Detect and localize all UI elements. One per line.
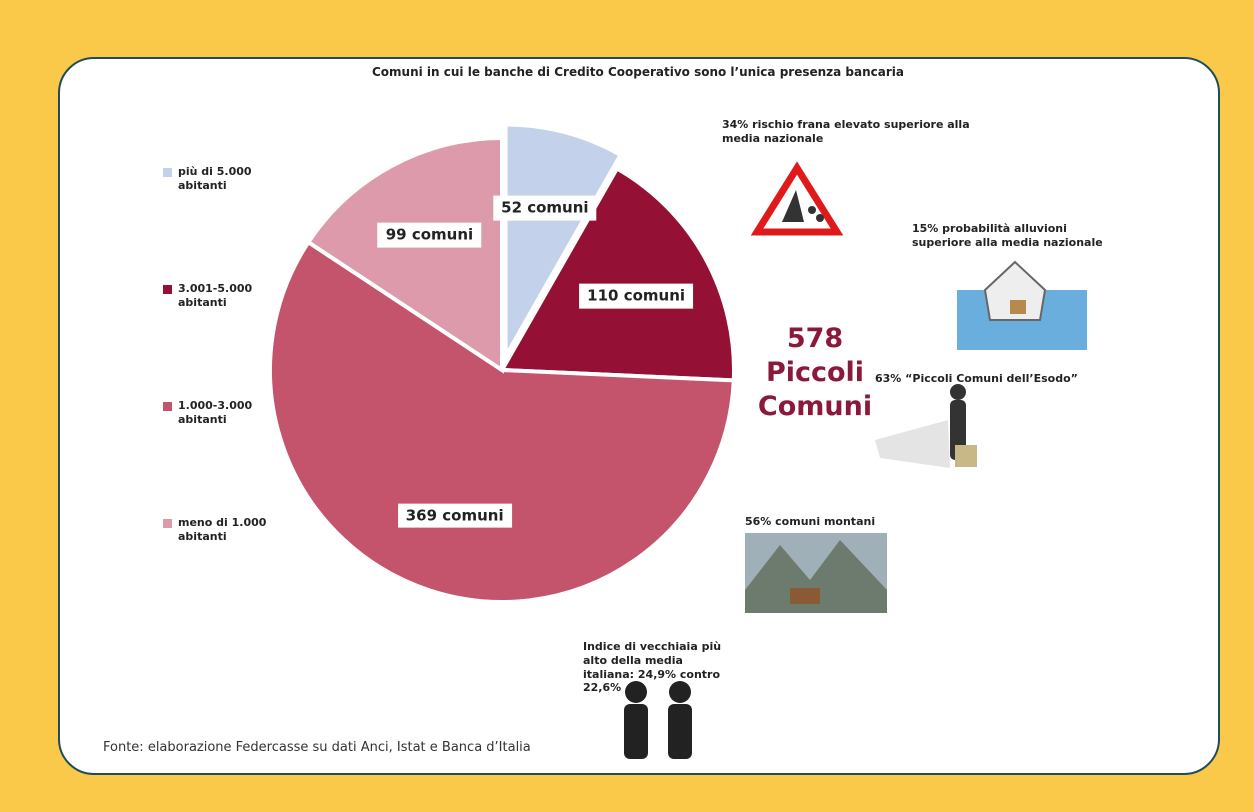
legend-swatch (163, 519, 172, 528)
legend-label: più di 5.000 abitanti (178, 165, 252, 192)
center-label: 578 Piccoli Comuni (757, 323, 873, 422)
legend-label: 1.000-3.000 abitanti (178, 399, 253, 426)
elderly-icon (625, 681, 647, 703)
landslide-icon (782, 190, 804, 222)
annotation: 15% probabilità alluvioni superiore alla… (912, 222, 1103, 249)
pie-slice (503, 122, 624, 365)
mountain-image (745, 540, 887, 613)
landslide-icon (808, 206, 816, 214)
source: Fonte: elaborazione Federcasse su dati A… (103, 740, 531, 755)
flood-icon (1010, 300, 1026, 314)
elderly-icon (668, 704, 692, 759)
value-label: 369 comuni (397, 503, 512, 528)
value-label: 110 comuni (579, 283, 694, 309)
suitcase-icon (955, 445, 977, 467)
pie-slice (268, 239, 736, 604)
elderly-icon (669, 681, 691, 703)
chart-title: Comuni in cui le banche di Credito Coope… (372, 65, 904, 79)
shadow (875, 420, 950, 468)
elderly-icon (624, 704, 648, 759)
legend-label: meno di 1.000 abitanti (178, 516, 267, 543)
landslide-icon (816, 214, 824, 222)
flood-icon (983, 260, 1047, 321)
legend-swatch (163, 168, 172, 177)
annotation: 34% rischio frana elevato superiore alla… (722, 118, 970, 145)
person-icon (950, 384, 966, 400)
value-label: 52 comuni (493, 196, 597, 221)
legend-swatch (163, 402, 172, 411)
value-label: 99 comuni (377, 222, 482, 248)
annotation: 56% comuni montani (745, 515, 876, 528)
mountain-image (790, 588, 820, 604)
pie-slice (305, 135, 504, 374)
legend-label: 3.001-5.000 abitanti (178, 282, 253, 309)
annotation: Indice di vecchiaia più alto della media… (583, 640, 722, 695)
pie-slice (498, 165, 736, 383)
legend-swatch (163, 285, 172, 294)
annotation: 63% “Piccoli Comuni dell’Esodo” (875, 372, 1078, 385)
